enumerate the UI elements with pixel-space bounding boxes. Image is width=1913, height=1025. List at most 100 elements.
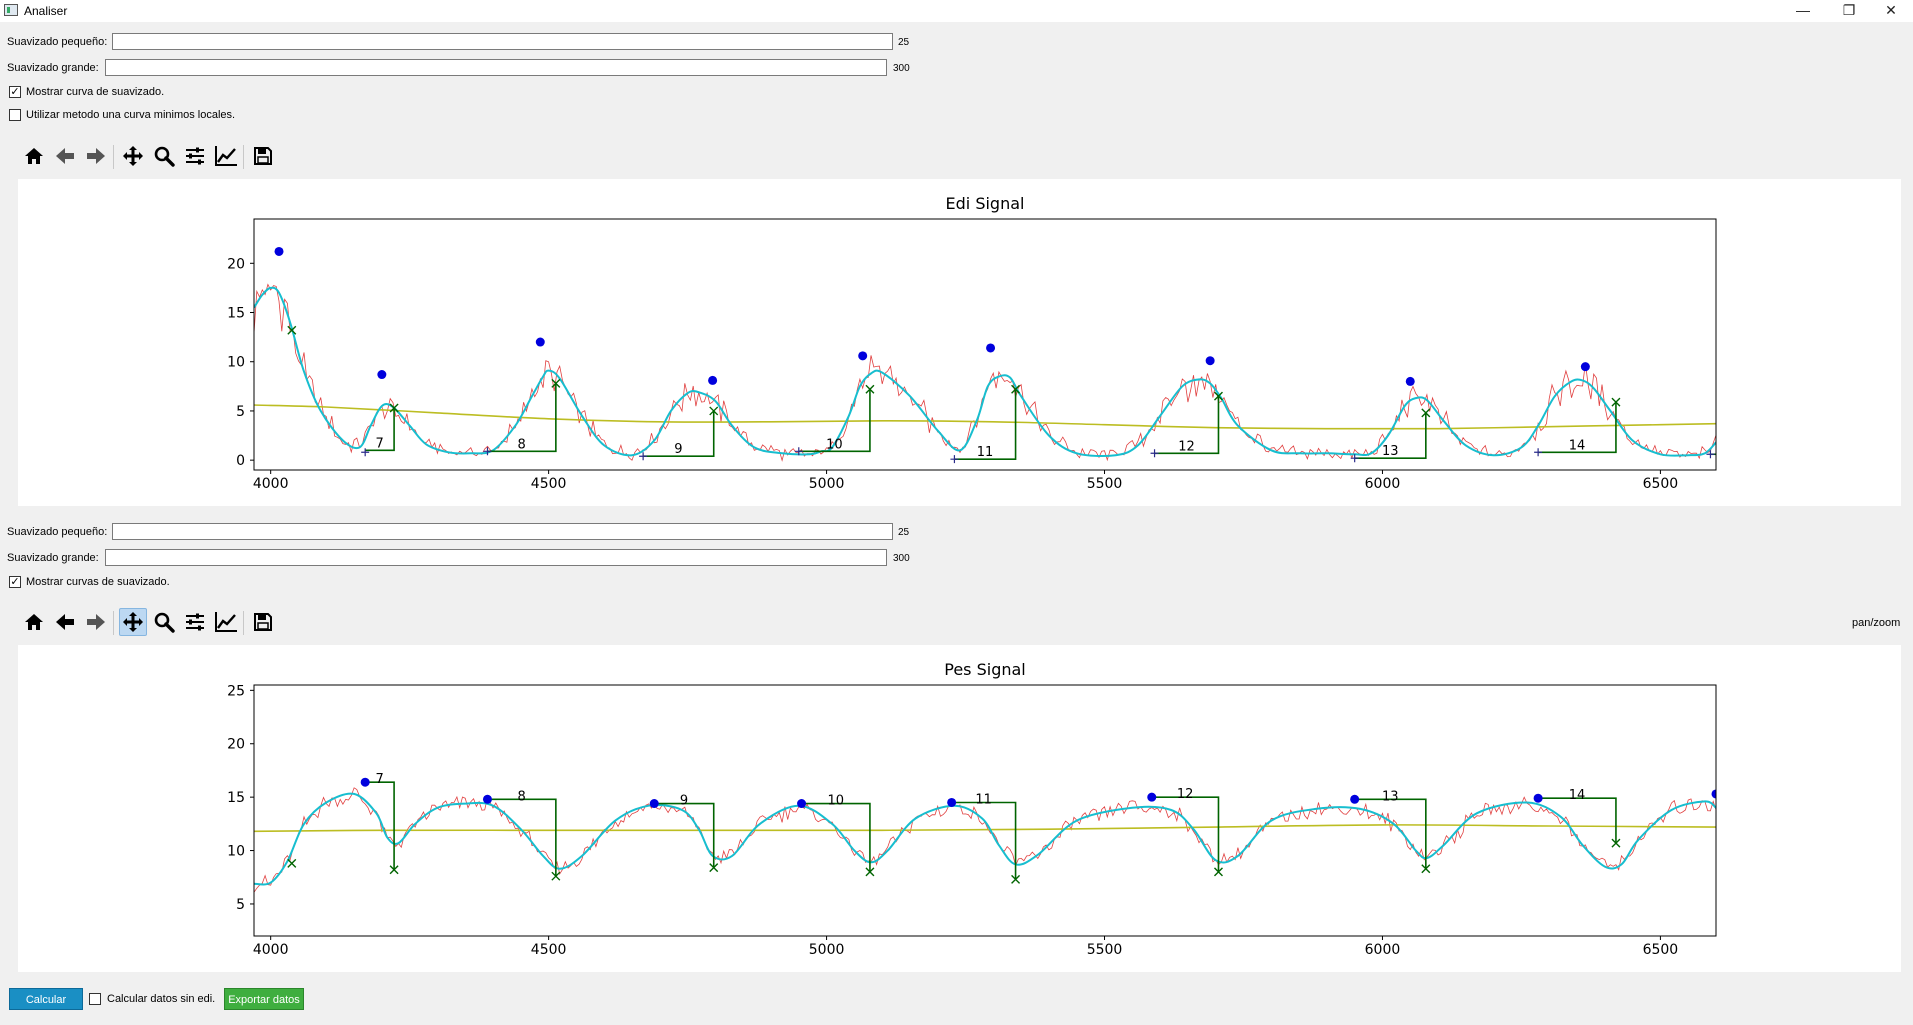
cycle-bracket	[1354, 798, 1427, 869]
cycle-label: 8	[518, 437, 526, 452]
pes-plot-panel[interactable]: Pes Signal 7 8 9 10 11 12 13 14 4000 4500 5000 5500 6…	[18, 645, 1901, 972]
y-tick-label: 5	[236, 897, 245, 913]
forward-icon[interactable]	[82, 142, 110, 170]
forward-icon[interactable]	[82, 608, 110, 636]
x-tick-label: 4500	[531, 476, 567, 492]
plot-area: 7 8 9 10 11 12 13 14	[254, 246, 1716, 464]
zoom-icon[interactable]	[150, 142, 178, 170]
edit-axis-icon[interactable]	[212, 142, 240, 170]
cycle-bracket	[801, 802, 871, 872]
sin-edi-label: Calcular datos sin edi.	[107, 993, 216, 1005]
end-marker	[389, 403, 399, 413]
cycle-bracket	[654, 802, 715, 868]
end-marker	[1421, 864, 1431, 874]
end-marker	[1213, 867, 1223, 877]
close-icon[interactable]: ✕	[1885, 2, 1897, 18]
cycle-bracket	[643, 410, 715, 458]
chart-title: Edi Signal	[946, 194, 1025, 213]
save-icon[interactable]	[249, 142, 277, 170]
local-min-checkbox[interactable]	[9, 109, 21, 121]
peak-marker	[1711, 789, 1716, 799]
end-marker	[709, 406, 719, 416]
configure-subplots-icon[interactable]	[181, 608, 209, 636]
plot-toolbar-1	[20, 142, 290, 172]
cycle-bracket	[1538, 797, 1617, 844]
large-smooth-label: Suavizado grande:	[7, 62, 99, 74]
x-tick-label: 6000	[1365, 476, 1401, 492]
x-tick-label: 5000	[809, 942, 845, 958]
cycle-bracket	[487, 798, 557, 877]
peak-marker	[1580, 362, 1590, 372]
show-curve-checkbox[interactable]: ✓	[9, 86, 21, 98]
home-icon[interactable]	[20, 142, 48, 170]
cycle-bracket	[365, 781, 395, 870]
cycle-bracket	[1354, 412, 1427, 459]
peak-marker	[360, 777, 370, 787]
x-tick-label: 5500	[1087, 942, 1123, 958]
edi-plot-panel[interactable]: Edi Signal 7 8 9 10 11 12 13 14 4000 4500 5000 5500 6…	[18, 179, 1901, 506]
start-marker	[1150, 449, 1159, 458]
end-marker	[1011, 874, 1021, 884]
end-marker	[287, 325, 297, 335]
x-tick-label: 6000	[1365, 942, 1401, 958]
cycle-label: 9	[680, 794, 688, 809]
back-icon[interactable]	[51, 142, 79, 170]
start-marker	[950, 455, 959, 464]
show-curves-checkbox[interactable]: ✓	[9, 576, 21, 588]
zoom-icon[interactable]	[150, 608, 178, 636]
end-marker	[551, 378, 561, 388]
cycle-label: 12	[1178, 439, 1195, 454]
exportar-button[interactable]: Exportar datos	[224, 988, 304, 1010]
plot-frame	[253, 684, 1717, 937]
sin-edi-checkbox[interactable]	[89, 993, 101, 1005]
title-bar: Analiser — ❐ ✕	[0, 0, 1913, 22]
peak-marker	[1405, 376, 1415, 386]
cycle-bracket	[951, 801, 1017, 880]
end-marker	[1611, 397, 1621, 407]
peak-marker	[858, 351, 868, 361]
end-marker	[551, 871, 561, 881]
minimize-icon[interactable]: —	[1796, 2, 1810, 18]
home-icon[interactable]	[20, 608, 48, 636]
small-smooth-slider[interactable]	[112, 33, 893, 50]
raw-signal-line	[254, 283, 1716, 462]
peak-marker	[377, 370, 387, 380]
calcular-button[interactable]: Calcular	[9, 988, 83, 1010]
pes-signal-chart: Pes Signal 7 8 9 10 11 12 13 14 4000 4500 5000 5500 6…	[227, 660, 1717, 958]
start-marker	[1350, 454, 1359, 463]
large-smooth-label-2: Suavizado grande:	[7, 552, 99, 564]
small-smooth-value-2: 25	[898, 527, 910, 538]
chart-title: Pes Signal	[944, 660, 1026, 679]
cycle-label: 10	[826, 437, 843, 452]
cycle-label: 7	[375, 436, 383, 451]
x-tick-label: 5000	[809, 476, 845, 492]
large-smooth-value: 300	[893, 63, 910, 74]
small-smooth-slider-2[interactable]	[112, 523, 893, 540]
edit-axis-icon[interactable]	[212, 608, 240, 636]
save-icon[interactable]	[249, 608, 277, 636]
configure-subplots-icon[interactable]	[181, 142, 209, 170]
pan-icon[interactable]	[119, 608, 147, 636]
cycle-label: 11	[975, 792, 992, 807]
peak-marker	[649, 799, 659, 809]
large-smooth-slider-2[interactable]	[105, 549, 887, 566]
end-marker	[1011, 384, 1021, 394]
trend-line	[254, 824, 1716, 833]
large-smooth-slider[interactable]	[105, 59, 887, 76]
end-marker	[865, 867, 875, 877]
edi-signal-chart: Edi Signal 7 8 9 10 11 12 13 14 4000 4500 5000 5500 6…	[227, 194, 1717, 492]
pan-icon[interactable]	[119, 142, 147, 170]
restore-icon[interactable]: ❐	[1842, 2, 1856, 18]
peak-marker	[1350, 794, 1360, 804]
x-tick-label: 4500	[531, 942, 567, 958]
y-tick-label: 20	[227, 737, 245, 753]
cycle-bracket	[365, 407, 395, 452]
start-marker	[361, 448, 370, 457]
y-tick-label: 5	[236, 404, 245, 420]
y-tick-label: 15	[227, 306, 245, 322]
local-min-label: Utilizar metodo una curva minimos locale…	[26, 109, 236, 121]
y-tick-label: 10	[227, 844, 245, 860]
back-icon[interactable]	[51, 608, 79, 636]
x-tick-label: 5500	[1087, 476, 1123, 492]
plot-area: 7 8 9 10 11 12 13 14	[254, 772, 1716, 893]
